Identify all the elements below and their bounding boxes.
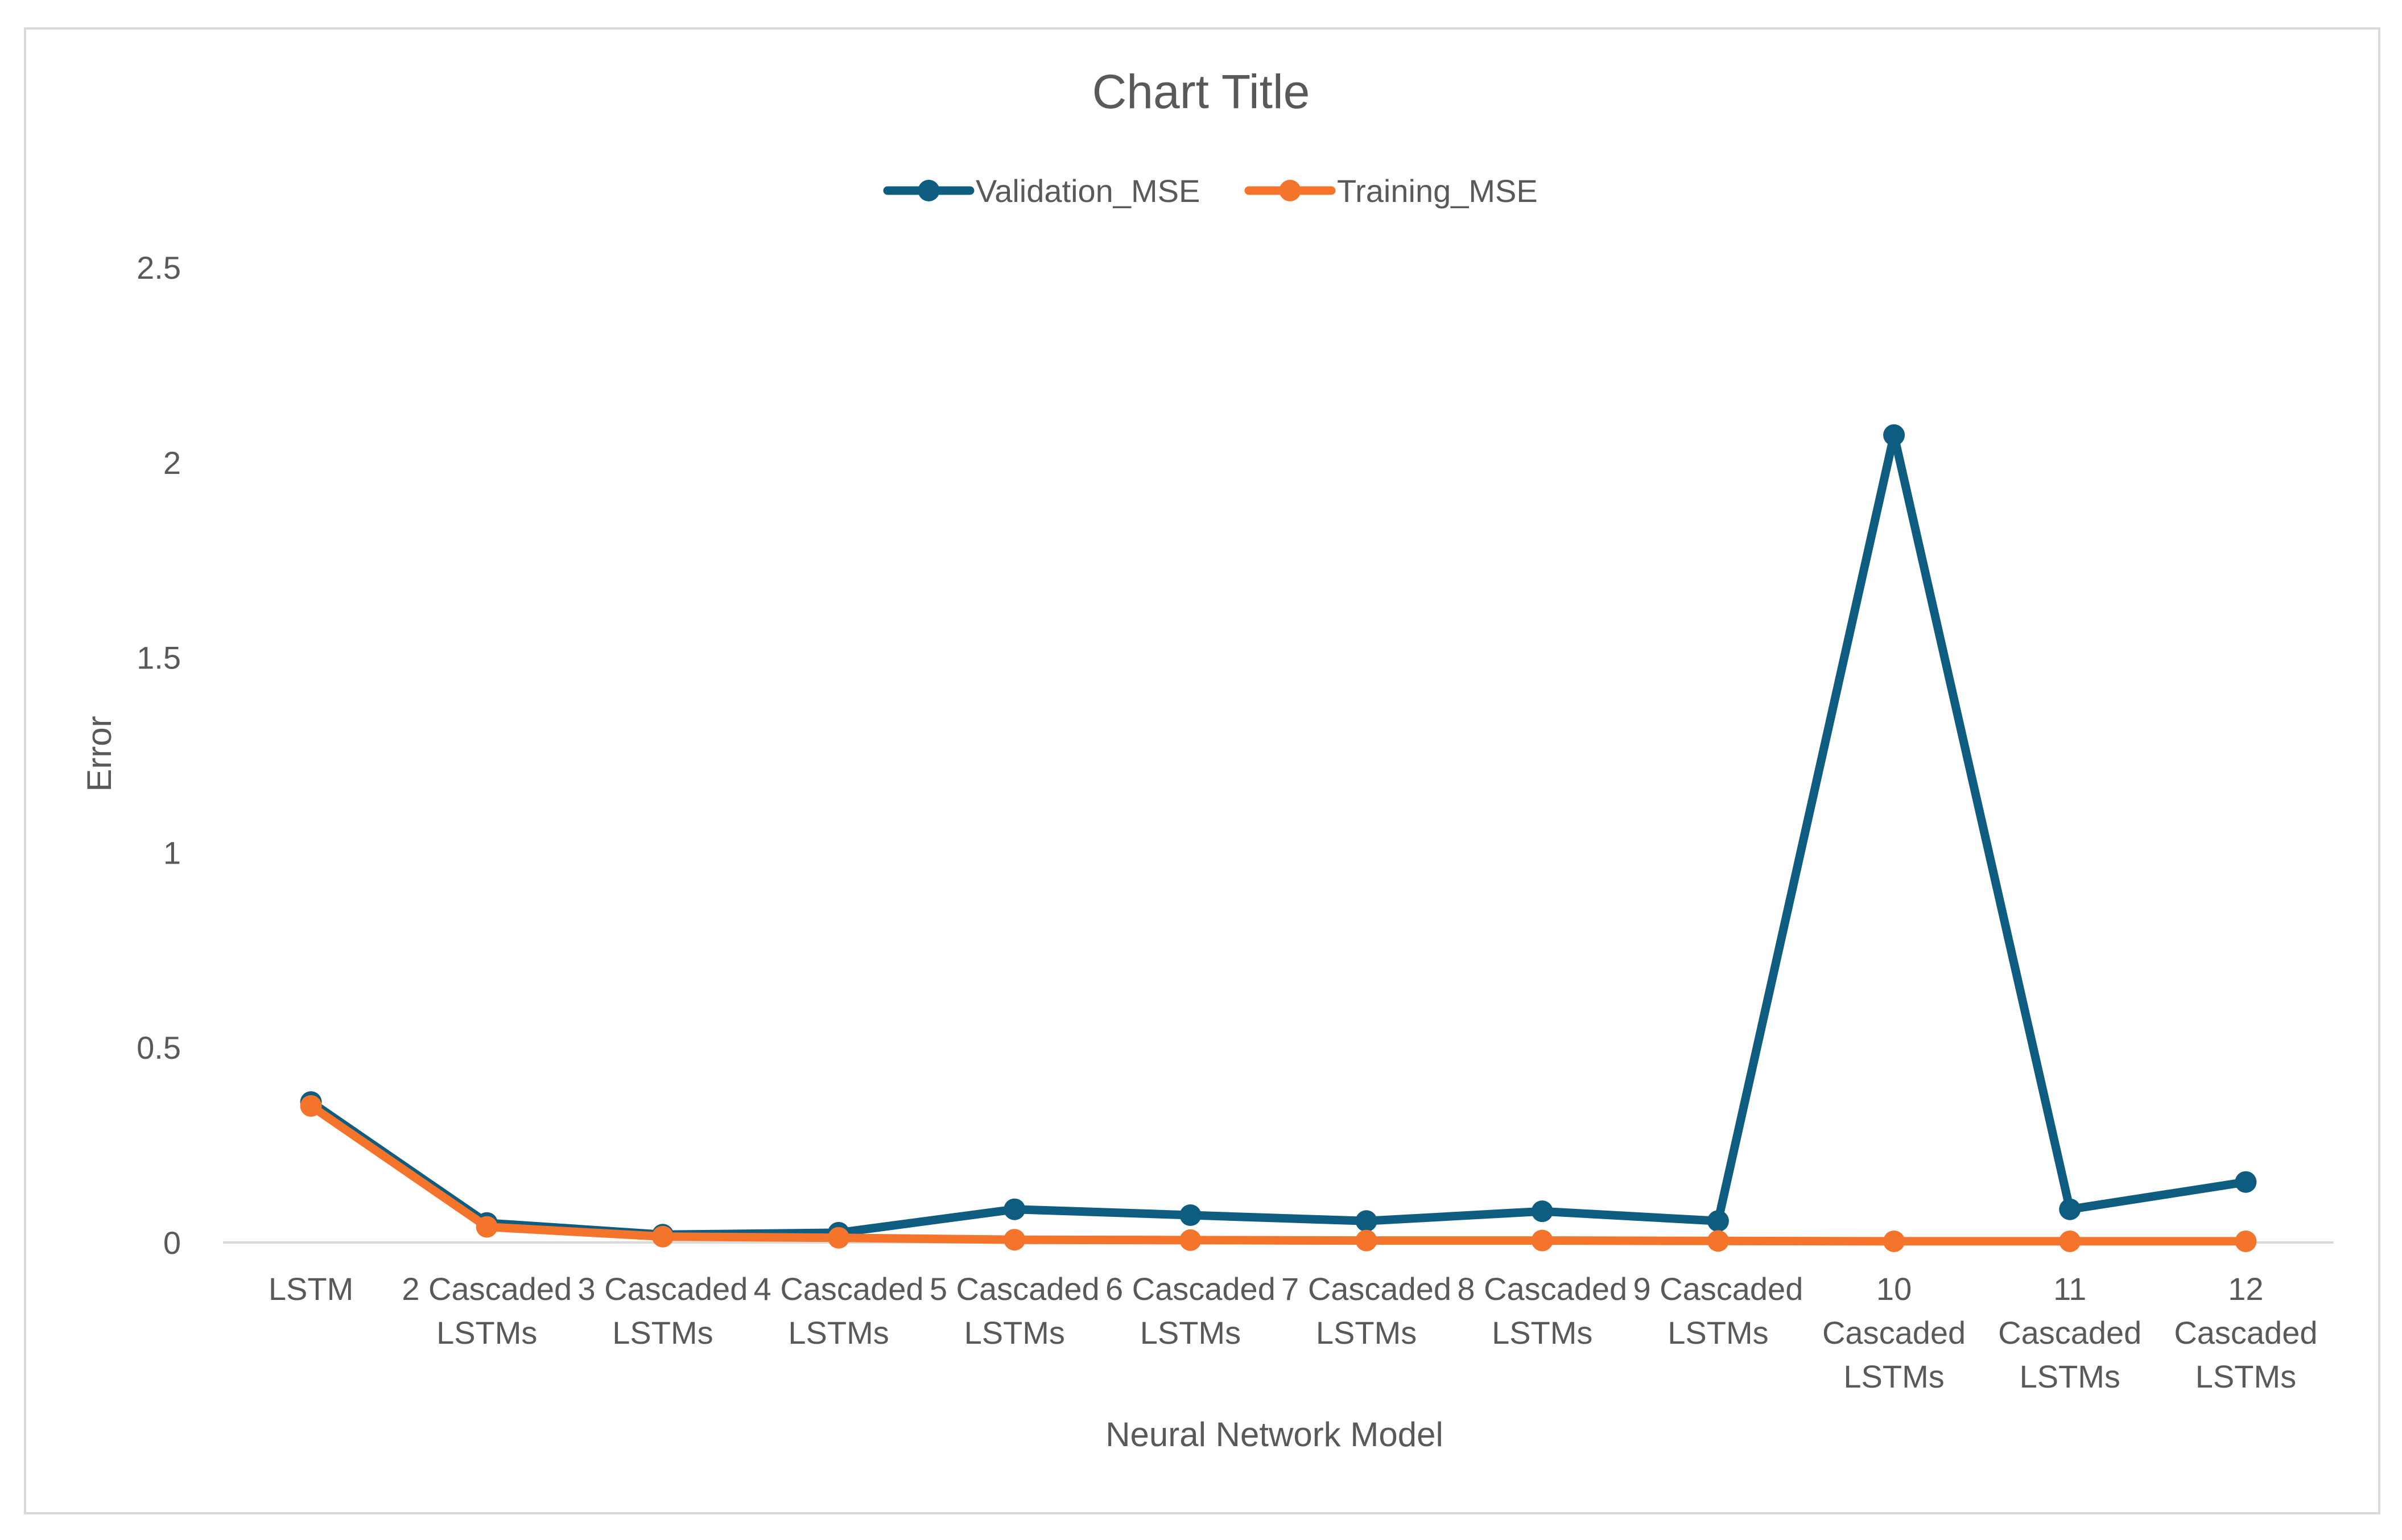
x-tick-label-line: LSTMs [1843, 1359, 1944, 1394]
x-tick-label-line: Cascaded [1822, 1315, 1966, 1351]
data-point [1883, 424, 1905, 446]
x-tick-label: 12 Cascaded LSTMs [2174, 1271, 2317, 1394]
data-point [300, 1095, 322, 1117]
data-point [1707, 1230, 1729, 1252]
x-tick-label-line: 5 Cascaded [930, 1271, 1100, 1307]
x-tick-label-line: LSTMs [436, 1315, 537, 1351]
data-point [1531, 1229, 1553, 1252]
x-tick-label-line: LSTMs [788, 1315, 889, 1351]
legend-label: Training_MSE [1337, 173, 1538, 209]
x-tick-label: 6 Cascaded LSTMs [1105, 1271, 1276, 1351]
x-tick-label-line: LSTMs [1492, 1315, 1592, 1351]
x-tick-label: 7 Cascaded LSTMs [1281, 1271, 1451, 1351]
x-tick-label: 3 Cascaded LSTMs [577, 1271, 748, 1351]
data-point [1355, 1210, 1377, 1232]
y-tick-label: 0 [163, 1225, 181, 1261]
x-tick-label-line: LSTMs [964, 1315, 1065, 1351]
chart-border [24, 27, 2380, 1514]
series-layer [300, 424, 2257, 1252]
legend-swatch-marker [1279, 180, 1301, 201]
x-tick-label-line: 11 [2053, 1271, 2086, 1307]
data-point [2235, 1171, 2257, 1193]
x-tick-label-line: 6 Cascaded [1105, 1271, 1276, 1307]
x-tick-label-line: Cascaded [1998, 1315, 2141, 1351]
data-point [1004, 1198, 1026, 1220]
data-point [1179, 1204, 1202, 1227]
chart-title: Chart Title [1092, 65, 1310, 118]
data-point [1883, 1230, 1905, 1252]
y-tick-label: 1 [163, 835, 181, 870]
x-tick-label: 9 Cascaded LSTMs [1633, 1271, 1803, 1351]
x-tick-label-line: LSTMs [1316, 1315, 1417, 1351]
x-tick-label-line: 10 [1876, 1271, 1912, 1307]
legend-label: Validation_MSE [976, 173, 1200, 209]
x-tick-label: LSTM [269, 1271, 353, 1307]
x-tick-label: 5 Cascaded LSTMs [930, 1271, 1100, 1351]
data-point [2235, 1230, 2257, 1252]
data-point [1179, 1229, 1202, 1251]
legend-item: Validation_MSE [883, 173, 1200, 209]
legend-item: Training_MSE [1244, 173, 1538, 209]
y-tick-label: 2.5 [137, 250, 181, 286]
x-tick-label-line: 7 Cascaded [1281, 1271, 1451, 1307]
data-point [1004, 1229, 1026, 1251]
x-tick-label-line: LSTMs [1668, 1315, 1768, 1351]
x-tick-label-line: 9 Cascaded [1633, 1271, 1803, 1307]
data-point [828, 1227, 850, 1249]
x-tick-label: 2 Cascaded LSTMs [402, 1271, 572, 1351]
data-point [2059, 1198, 2081, 1220]
x-tick-label-line: 3 Cascaded [577, 1271, 748, 1307]
legend: Validation_MSE Training_MSE [883, 173, 1538, 209]
x-tick-label-line: LSTMs [612, 1315, 713, 1351]
x-tick-label-line: LSTMs [1140, 1315, 1241, 1351]
x-tick-label-line: LSTMs [2195, 1359, 2296, 1394]
x-tick-label-line: LSTM [269, 1271, 353, 1307]
legend-swatch-marker [918, 180, 940, 201]
data-point [651, 1225, 674, 1248]
x-axis-title: Neural Network Model [1105, 1415, 1443, 1454]
x-tick-label: 8 Cascaded LSTMs [1457, 1271, 1627, 1351]
x-tick-label: 4 Cascaded LSTMs [754, 1271, 924, 1351]
x-tick-label-line: 8 Cascaded [1457, 1271, 1627, 1307]
y-tick-label: 0.5 [137, 1030, 181, 1066]
x-tick-label-line: 4 Cascaded [754, 1271, 924, 1307]
y-tick-label: 2 [163, 445, 181, 481]
y-tick-label: 1.5 [137, 640, 181, 676]
data-point [1531, 1200, 1553, 1223]
x-tick-label-line: Cascaded [2174, 1315, 2317, 1351]
y-axis: 0 0.5 1 1.5 2 2.5 [137, 250, 181, 1261]
x-tick-label-line: LSTMs [2020, 1359, 2120, 1394]
x-tick-label: 10 Cascaded LSTMs [1822, 1271, 1966, 1394]
series-line [307, 1101, 2250, 1246]
series-Training_MSE [300, 1095, 2257, 1252]
data-point [476, 1216, 498, 1238]
data-point [1355, 1229, 1377, 1252]
x-tick-label: 11 Cascaded LSTMs [1998, 1271, 2141, 1394]
x-tick-label-line: 2 Cascaded [402, 1271, 572, 1307]
x-tick-label-line: 12 [2228, 1271, 2263, 1307]
y-axis-title: Error [80, 716, 118, 791]
data-point [2059, 1230, 2081, 1252]
data-point [1707, 1210, 1729, 1232]
